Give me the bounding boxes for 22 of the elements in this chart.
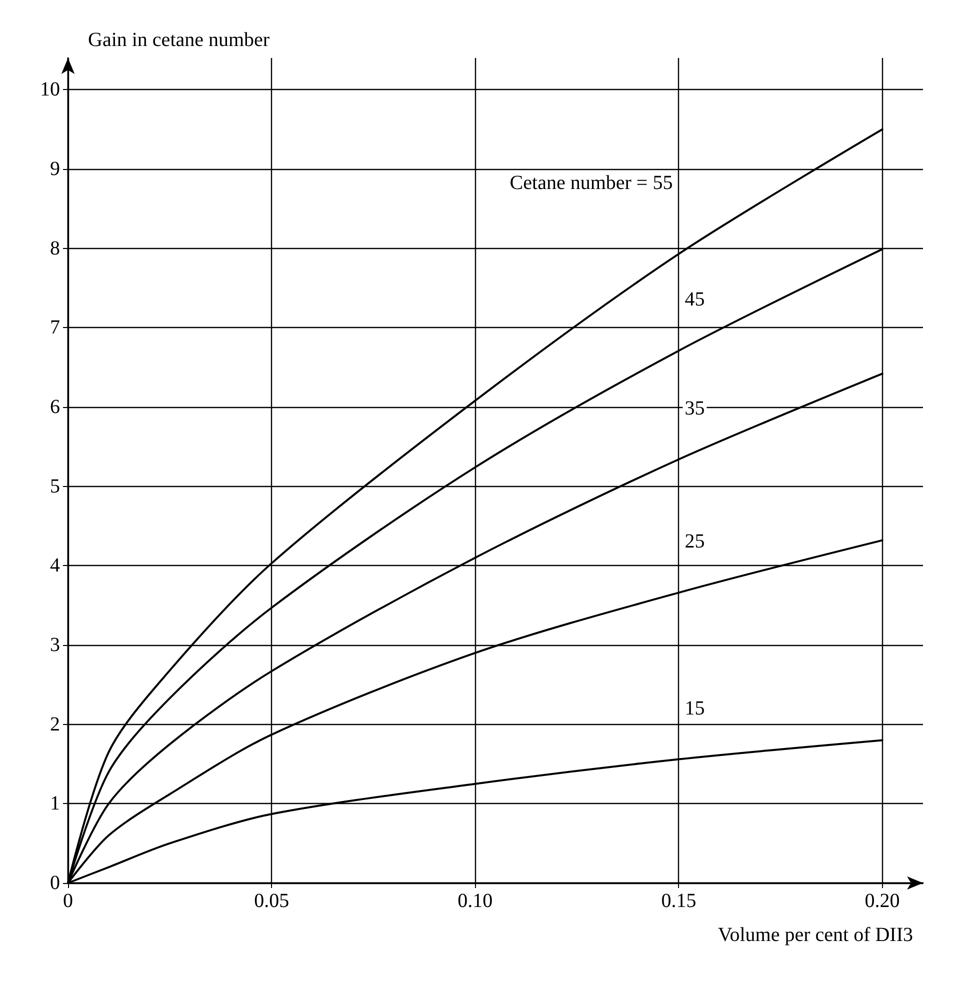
y-tick-label: 5: [50, 475, 60, 498]
y-tick-label: 4: [50, 554, 60, 577]
x-tick-label: 0.05: [254, 890, 290, 912]
text: Cetane number = 55: [510, 172, 673, 194]
x-tick-label: 0.15: [661, 890, 696, 912]
y-tick-label: 7: [50, 316, 60, 339]
series-label: 25: [684, 530, 705, 553]
y-tick-label: 2: [50, 713, 60, 736]
x-tick-label: 0.10: [458, 890, 493, 912]
y-tick-label: 3: [50, 634, 60, 656]
x-axis-title: Volume per cent of DII3: [718, 924, 913, 946]
y-tick-label: 0: [50, 872, 60, 894]
y-tick-label: 8: [50, 237, 60, 260]
x-tick-label: 0.20: [864, 890, 900, 912]
y-tick-label: 10: [40, 78, 60, 101]
series-label: 45: [684, 288, 705, 311]
y-tick-label: 9: [50, 158, 60, 180]
y-axis-title: Gain in cetane number: [88, 29, 270, 51]
y-tick-label: 1: [50, 792, 60, 815]
series-label: 15: [684, 697, 705, 720]
series-label: 35: [684, 397, 705, 420]
y-tick-label: 6: [50, 396, 60, 418]
